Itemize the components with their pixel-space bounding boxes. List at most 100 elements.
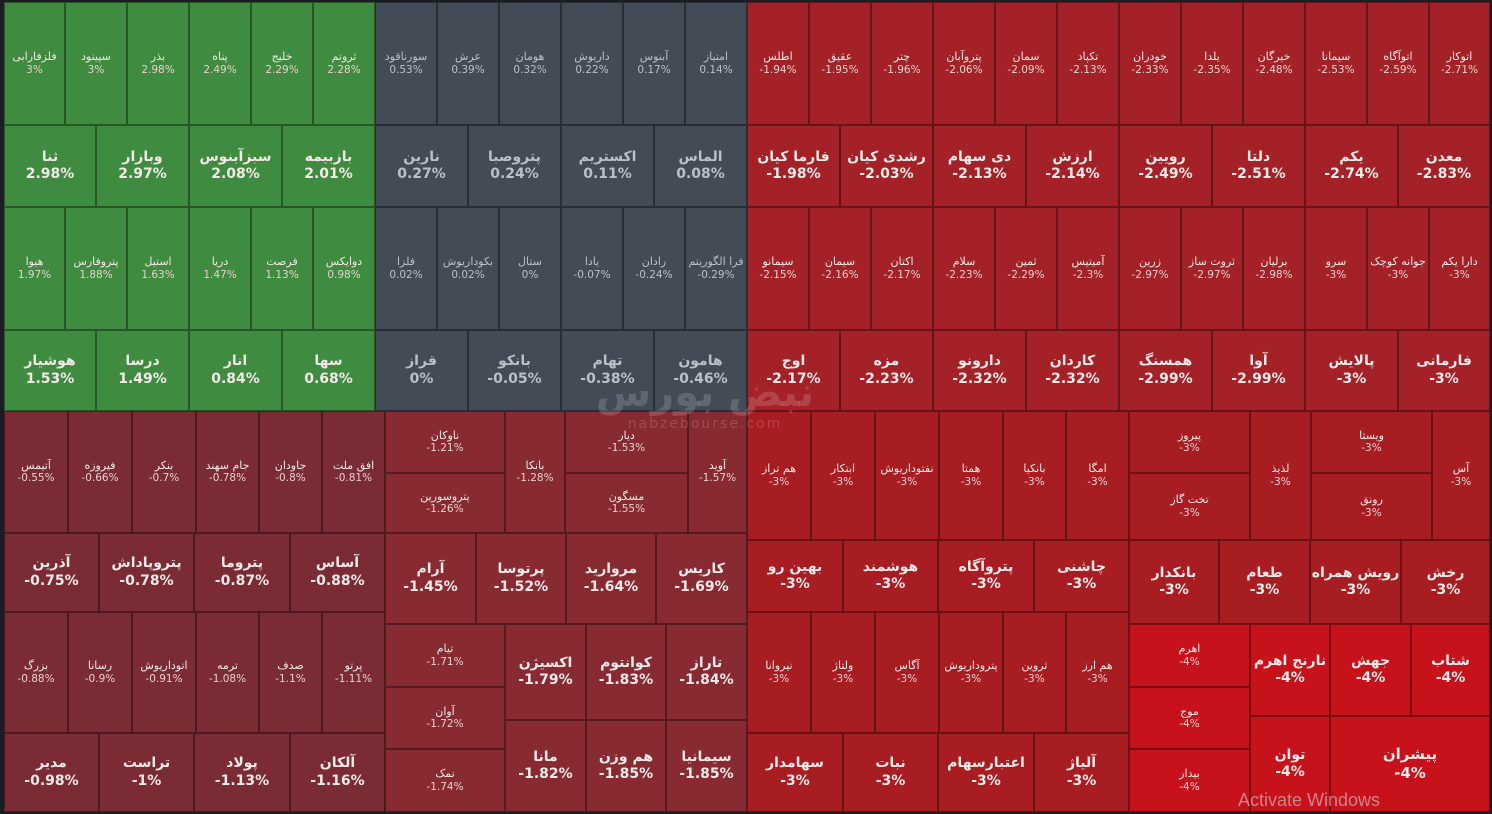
stock-tile[interactable]: استیل 1.63% [127,207,189,330]
stock-tile[interactable]: اعتبارسهام -3% [938,733,1034,812]
stock-tile[interactable]: اکستریم 0.11% [561,125,654,207]
stock-tile[interactable]: سمان -2.09% [995,2,1057,125]
stock-tile[interactable]: پیروز -3% [1129,411,1250,473]
stock-tile[interactable]: مانا -1.82% [505,720,586,812]
stock-tile[interactable]: ولتاژ -3% [811,612,875,733]
stock-tile[interactable]: هامون -0.46% [654,330,747,411]
stock-tile[interactable]: رسانا -0.9% [68,612,132,733]
stock-tile[interactable]: همسنگ -2.99% [1119,330,1212,411]
stock-tile[interactable]: مسگون -1.55% [565,473,688,533]
stock-tile[interactable]: بکوداریوش 0.02% [437,207,499,330]
stock-tile[interactable]: موج -4% [1129,687,1250,749]
stock-tile[interactable]: خیرگان -2.48% [1243,2,1305,125]
stock-tile[interactable]: نبات -3% [843,733,938,812]
stock-tile[interactable]: چاشنی -3% [1034,540,1129,612]
stock-tile[interactable]: سیمانا -2.53% [1305,2,1367,125]
stock-tile[interactable]: پرتو -1.11% [322,612,385,733]
stock-tile[interactable]: اتوکار -2.71% [1429,2,1490,125]
stock-tile[interactable]: ترمه -1.08% [196,612,259,733]
stock-tile[interactable]: ثمین -2.29% [995,207,1057,330]
stock-tile[interactable]: آرام -1.45% [385,533,476,624]
stock-tile[interactable]: هم وزن -1.85% [586,720,666,812]
stock-tile[interactable]: هم تراز -3% [747,411,811,540]
stock-tile[interactable]: دی سهام -2.13% [933,125,1026,207]
stock-tile[interactable]: پتروداریوش -3% [939,612,1003,733]
stock-tile[interactable]: کاریس -1.69% [656,533,747,624]
stock-tile[interactable]: نفتوداریوش -3% [875,411,939,540]
stock-tile[interactable]: آلیاژ -3% [1034,733,1129,812]
stock-tile[interactable]: بهین رو -3% [747,540,843,612]
stock-tile[interactable]: جوانه کوچک -3% [1367,207,1429,330]
stock-tile[interactable]: بانکیا -3% [1003,411,1066,540]
stock-tile[interactable]: خودران -2.33% [1119,2,1181,125]
stock-tile[interactable]: بانکو -0.05% [468,330,561,411]
stock-tile[interactable]: سرو -3% [1305,207,1367,330]
stock-tile[interactable]: آوان -1.72% [385,687,505,749]
stock-tile[interactable]: پتروآگاه -3% [938,540,1034,612]
stock-tile[interactable]: بذر 2.98% [127,2,189,125]
stock-tile[interactable]: مدیر -0.98% [4,733,99,812]
stock-tile[interactable]: سیمانیا -1.85% [666,720,747,812]
stock-tile[interactable]: مروارید -1.64% [566,533,656,624]
stock-tile[interactable]: اکسیژن -1.79% [505,624,586,720]
stock-tile[interactable]: آلکان -1.16% [290,733,385,812]
stock-tile[interactable]: اتوآگاه -2.59% [1367,2,1429,125]
stock-tile[interactable]: رشدی کیان -2.03% [840,125,933,207]
stock-tile[interactable]: وبازار 2.97% [96,125,189,207]
stock-tile[interactable]: هیوا 1.97% [4,207,65,330]
stock-tile[interactable]: تاراز -1.84% [666,624,747,720]
stock-tile[interactable]: سلام -2.23% [933,207,995,330]
stock-tile[interactable]: مزه -2.23% [840,330,933,411]
stock-tile[interactable]: آذرین -0.75% [4,533,99,612]
stock-tile[interactable]: جهش -4% [1330,624,1411,716]
stock-tile[interactable]: نمک -1.74% [385,749,505,812]
stock-tile[interactable]: سهامدار -3% [747,733,843,812]
stock-tile[interactable]: جاودان -0.8% [259,411,322,533]
stock-tile[interactable]: سیمان -2.16% [809,207,871,330]
stock-tile[interactable]: درسا 1.49% [96,330,189,411]
stock-tile[interactable]: آوید -1.57% [688,411,747,533]
stock-tile[interactable]: الماس 0.08% [654,125,747,207]
stock-tile[interactable]: عقیق -1.95% [809,2,871,125]
stock-tile[interactable]: هومان 0.32% [499,2,561,125]
stock-tile[interactable]: قراز 0% [375,330,468,411]
stock-tile[interactable]: دارا یکم -3% [1429,207,1490,330]
stock-tile[interactable]: رادان -0.24% [623,207,685,330]
stock-tile[interactable]: امگا -3% [1066,411,1129,540]
stock-tile[interactable]: طعام -3% [1219,540,1310,624]
stock-tile[interactable]: اتوداریوش -0.91% [132,612,196,733]
stock-tile[interactable]: آساس -0.88% [290,533,385,612]
stock-tile[interactable]: انار 0.84% [189,330,282,411]
stock-tile[interactable]: داریوش 0.22% [561,2,623,125]
stock-tile[interactable]: یلدا -2.35% [1181,2,1243,125]
stock-tile[interactable]: تیام -1.71% [385,624,505,687]
stock-tile[interactable]: توان -4% [1250,716,1330,812]
stock-tile[interactable]: سورناقود 0.53% [375,2,437,125]
stock-tile[interactable]: رویش همراه -3% [1310,540,1401,624]
stock-tile[interactable]: هم ارز -3% [1066,612,1129,733]
stock-tile[interactable]: ثروت ساز -2.97% [1181,207,1243,330]
stock-tile[interactable]: پتروسورین -1.26% [385,473,505,533]
stock-tile[interactable]: ابتکار -3% [811,411,875,540]
stock-tile[interactable]: رخش -3% [1401,540,1490,624]
stock-tile[interactable]: نارنج اهرم -4% [1250,624,1330,716]
stock-tile[interactable]: آمیتیس -2.3% [1057,207,1119,330]
stock-tile[interactable]: یکم -2.74% [1305,125,1398,207]
stock-tile[interactable]: تکپاد -2.13% [1057,2,1119,125]
stock-tile[interactable]: سبزآبنوس 2.08% [189,125,282,207]
stock-tile[interactable]: پتروفارس 1.88% [65,207,127,330]
stock-tile[interactable]: هوشیار 1.53% [4,330,96,411]
stock-tile[interactable]: جام سهند -0.78% [196,411,259,533]
stock-tile[interactable]: چتر -1.96% [871,2,933,125]
stock-tile[interactable]: سیمانو -2.15% [747,207,809,330]
stock-tile[interactable]: رونق -3% [1311,473,1432,540]
stock-tile[interactable]: تهام -0.38% [561,330,654,411]
stock-tile[interactable]: آگاس -3% [875,612,939,733]
stock-tile[interactable]: پتروآبان -2.06% [933,2,995,125]
stock-tile[interactable]: امتیاز 0.14% [685,2,747,125]
stock-tile[interactable]: ثروتم 2.28% [313,2,375,125]
stock-tile[interactable]: برلیان -2.98% [1243,207,1305,330]
stock-tile[interactable]: اهرم -4% [1129,624,1250,687]
stock-tile[interactable]: دریا 1.47% [189,207,251,330]
stock-tile[interactable]: ویستا -3% [1311,411,1432,473]
